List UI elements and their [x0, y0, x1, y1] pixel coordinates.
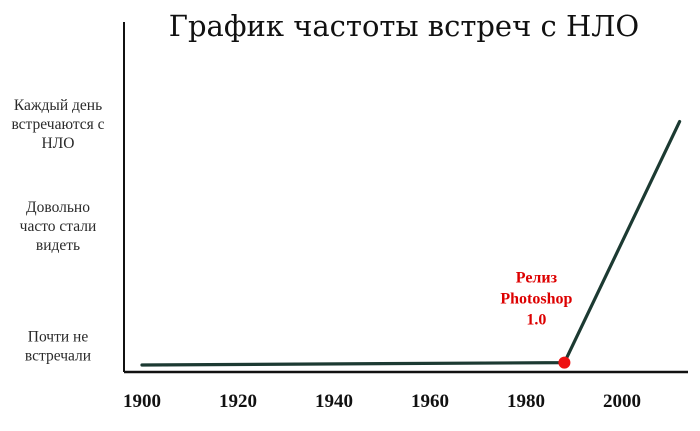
annotation-line: 1.0: [526, 312, 546, 329]
y-level-label-line: часто стали: [20, 218, 97, 235]
y-level-label-line: видеть: [36, 237, 80, 254]
x-tick-label: 1920: [219, 391, 257, 412]
x-tick-label: 1900: [123, 391, 161, 412]
y-level-label-line: НЛО: [42, 135, 75, 152]
y-level-label-line: встречаются с: [11, 116, 104, 133]
y-level-label: Довольно часто стали видеть: [20, 199, 97, 254]
y-level-label-line: встречали: [25, 348, 91, 365]
annotation-line: Photoshop: [500, 291, 572, 308]
y-level-label-line: Каждый день: [14, 97, 102, 114]
x-tick-label: 1940: [315, 391, 353, 412]
x-tick-label: 1980: [507, 391, 545, 412]
photoshop-release-annotation: Релиз Photoshop 1.0: [500, 270, 572, 329]
y-level-label: Почти не встречали: [25, 329, 91, 365]
x-tick-label: 2000: [603, 391, 641, 412]
x-tick-label: 1960: [411, 391, 449, 412]
annotation-line: Релиз: [516, 270, 558, 287]
y-level-label: Каждый день встречаются с НЛО: [11, 97, 104, 152]
annotation-layer: Релиз Photoshop 1.0: [500, 270, 573, 369]
series-line: [140, 119, 682, 367]
photoshop-release-marker: [558, 356, 571, 369]
series-layer: [140, 119, 682, 367]
x-tick-labels: 1900 1920 1940 1960 1980 2000: [123, 391, 641, 412]
y-level-labels: Почти не встречали Довольно часто стали виде…: [11, 97, 104, 365]
y-level-label-line: Почти не: [28, 329, 89, 346]
chart-title: График частоты встреч с НЛО: [169, 9, 639, 43]
y-level-label-line: Довольно: [26, 199, 90, 216]
